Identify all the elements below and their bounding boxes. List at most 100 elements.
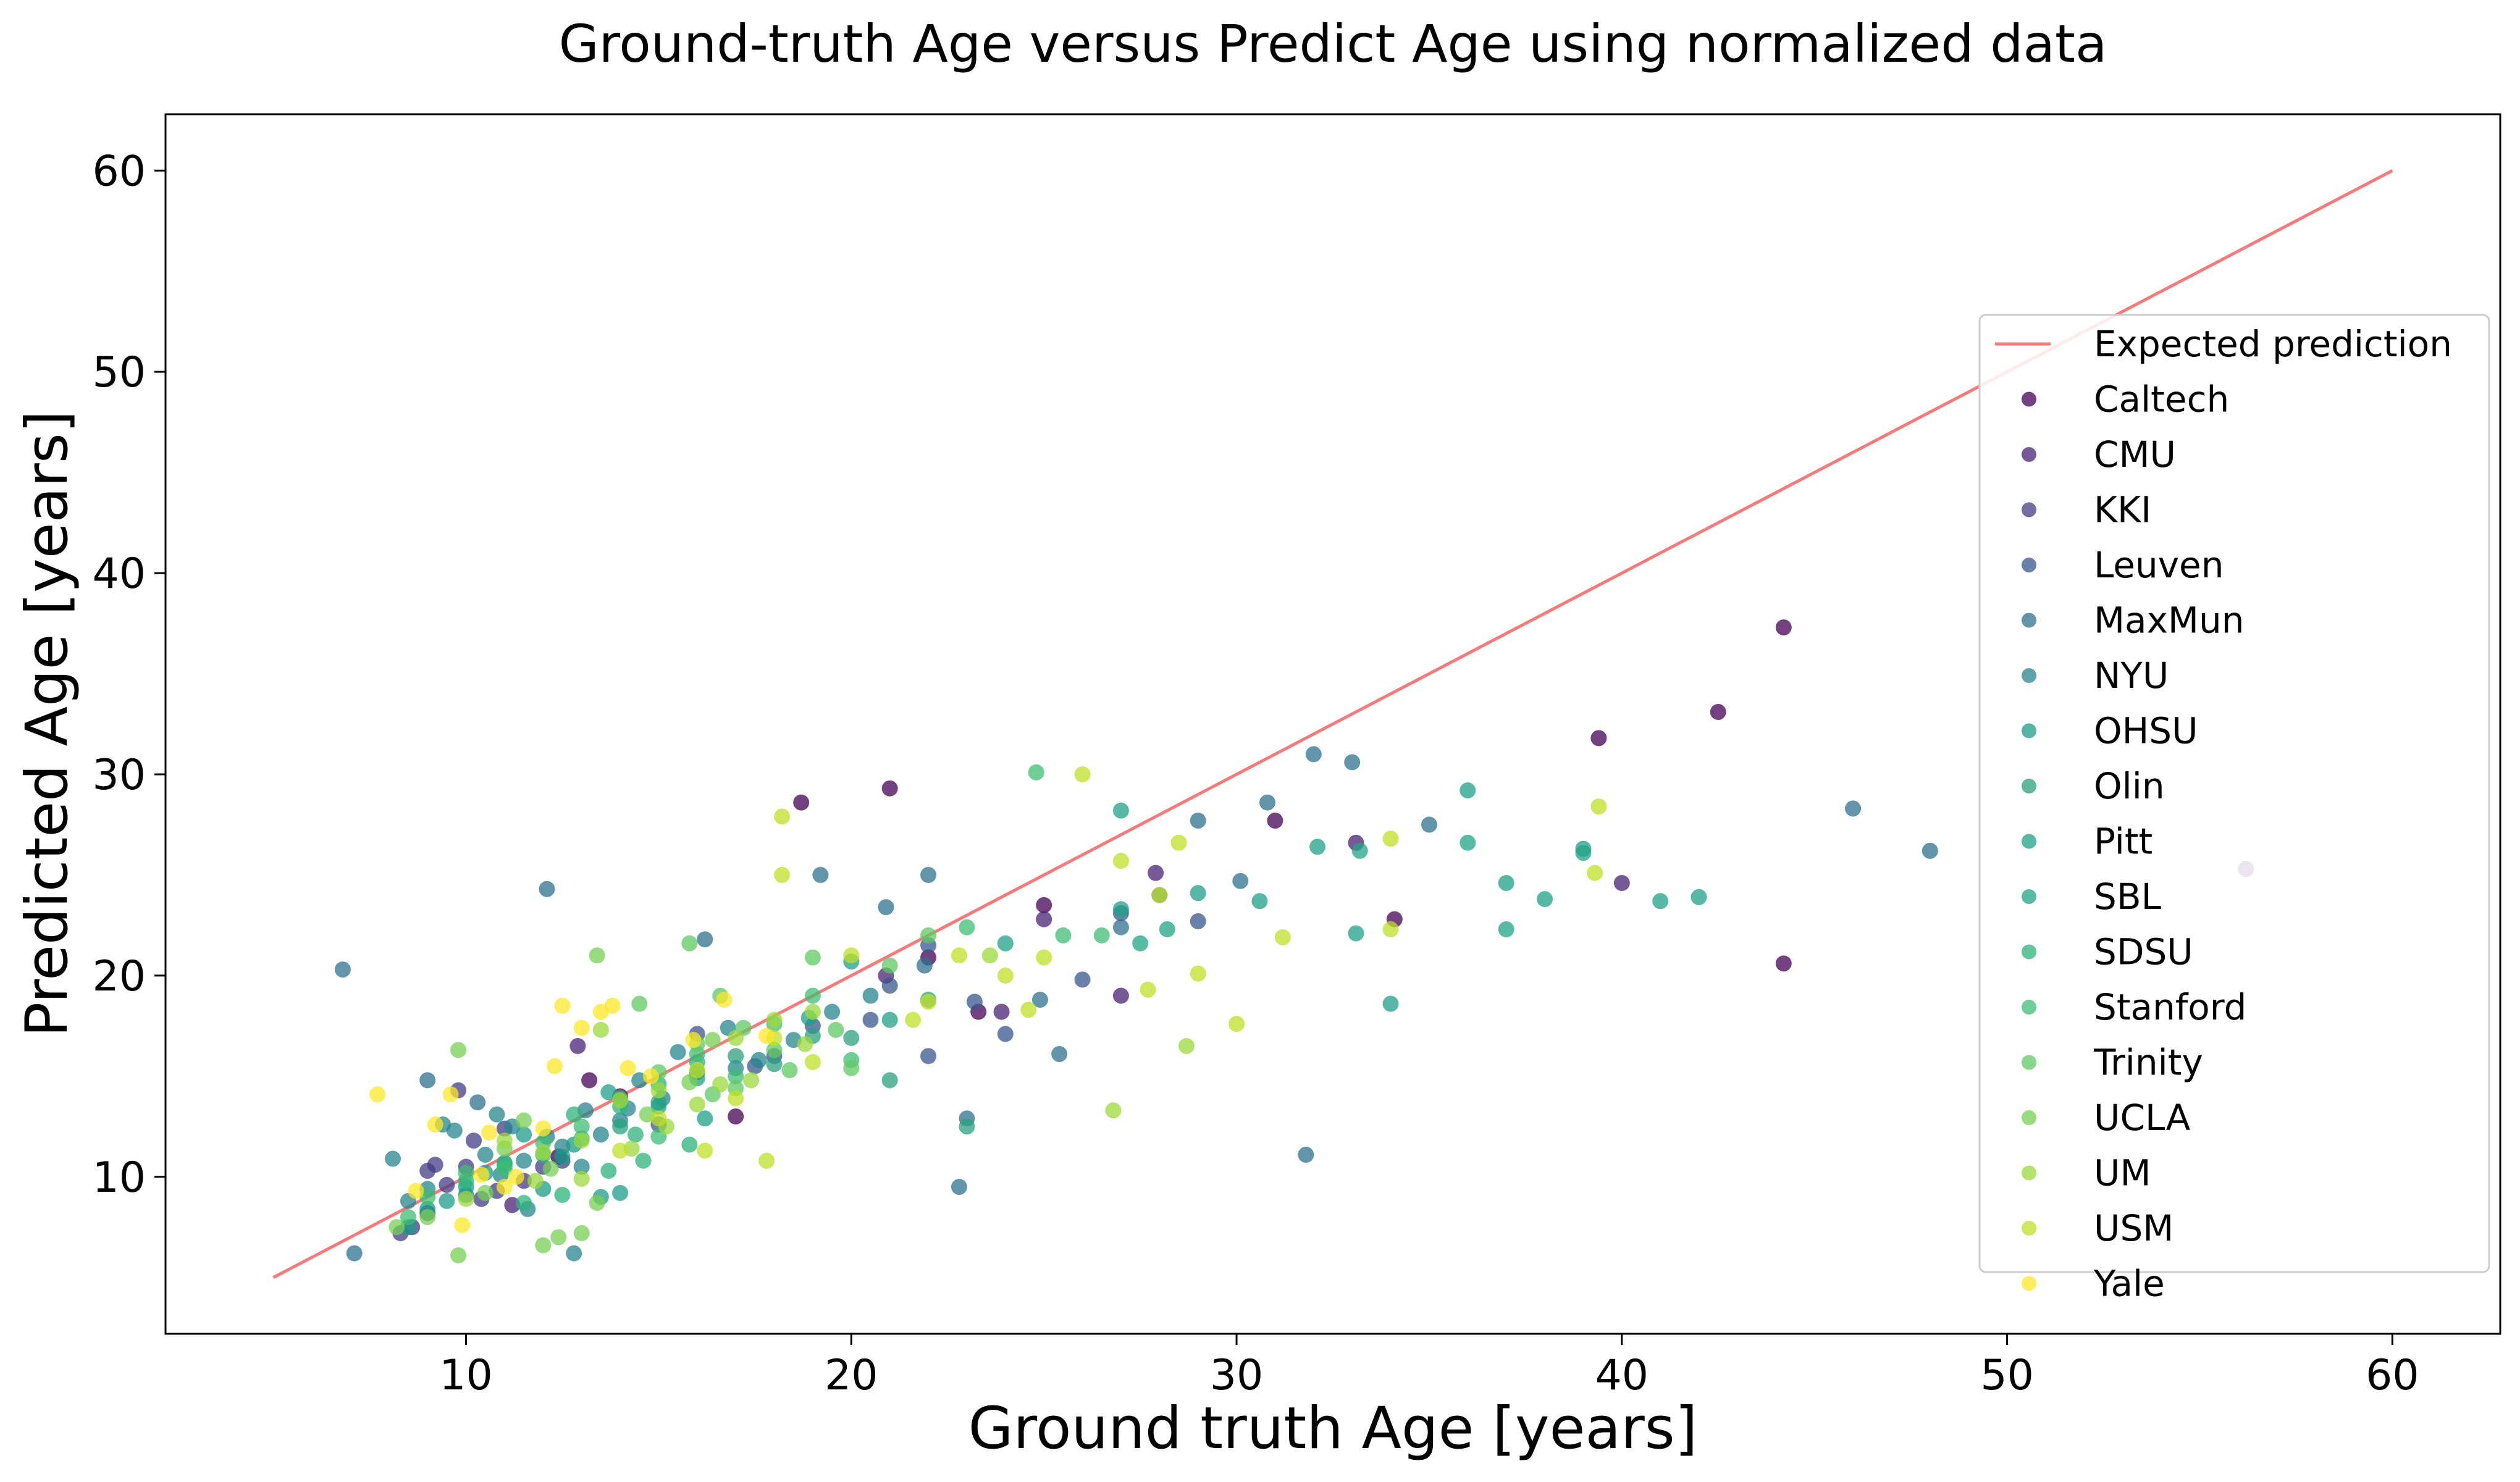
legend-item-maxmun: MaxMun bbox=[2022, 600, 2244, 642]
data-point bbox=[554, 1149, 571, 1165]
legend-item-trinity: Trinity bbox=[2022, 1042, 2203, 1084]
data-point bbox=[612, 1184, 629, 1201]
legend-label: UCLA bbox=[2094, 1097, 2191, 1139]
data-point bbox=[881, 957, 898, 974]
data-point bbox=[477, 1184, 494, 1201]
data-point bbox=[1590, 730, 1607, 747]
data-point bbox=[881, 1072, 898, 1089]
data-point bbox=[1159, 921, 1175, 937]
data-point bbox=[1382, 995, 1399, 1012]
data-point bbox=[1036, 897, 1052, 913]
data-point bbox=[1348, 925, 1364, 942]
series-yale bbox=[369, 991, 775, 1234]
data-point bbox=[450, 1247, 467, 1263]
legend-marker bbox=[2022, 558, 2036, 572]
data-point bbox=[369, 1086, 386, 1103]
data-point bbox=[728, 1108, 744, 1125]
data-point bbox=[1140, 981, 1156, 998]
data-point bbox=[1309, 839, 1326, 855]
legend-label: OHSU bbox=[2094, 710, 2198, 752]
data-point bbox=[689, 1062, 705, 1079]
legend-marker bbox=[2022, 447, 2036, 462]
data-point bbox=[670, 1044, 686, 1060]
data-point bbox=[1613, 874, 1630, 891]
legend-item-expected-prediction: Expected prediction bbox=[1995, 323, 2452, 365]
legend-item-olin: Olin bbox=[2022, 765, 2165, 807]
legend-marker bbox=[2022, 834, 2036, 849]
data-point bbox=[604, 997, 621, 1014]
data-point bbox=[758, 1152, 775, 1169]
data-point bbox=[650, 1082, 667, 1099]
legend-item-nyu: NYU bbox=[2022, 655, 2169, 697]
data-point bbox=[566, 1245, 582, 1262]
legend-marker bbox=[2022, 668, 2036, 683]
data-point bbox=[1460, 782, 1476, 799]
data-point bbox=[612, 1118, 629, 1135]
data-point bbox=[1351, 842, 1368, 859]
data-point bbox=[1274, 929, 1291, 945]
plot-frame bbox=[164, 113, 2501, 1335]
data-point bbox=[516, 1152, 532, 1169]
data-point bbox=[1690, 889, 1707, 905]
data-point bbox=[920, 994, 937, 1010]
data-point bbox=[458, 1165, 474, 1181]
data-point bbox=[535, 1237, 552, 1254]
data-point bbox=[981, 947, 998, 964]
data-point bbox=[1382, 831, 1399, 847]
data-point bbox=[804, 949, 821, 966]
data-point bbox=[1710, 703, 1726, 720]
data-point bbox=[573, 1158, 590, 1175]
data-point bbox=[1020, 1002, 1037, 1018]
data-point bbox=[685, 1032, 702, 1049]
legend-marker bbox=[2022, 613, 2036, 628]
data-point bbox=[966, 994, 983, 1010]
data-point bbox=[419, 1072, 436, 1089]
data-point bbox=[547, 1058, 563, 1074]
data-point bbox=[728, 1068, 744, 1084]
data-point bbox=[346, 1245, 363, 1262]
legend-item-ohsu: OHSU bbox=[2022, 710, 2198, 752]
data-point bbox=[766, 1056, 783, 1073]
data-point bbox=[600, 1163, 617, 1179]
data-point bbox=[539, 881, 555, 897]
data-point bbox=[1028, 764, 1044, 781]
data-point bbox=[1382, 921, 1399, 937]
data-point bbox=[993, 1003, 1010, 1020]
series-sbl bbox=[1132, 834, 1592, 952]
legend-label: NYU bbox=[2094, 655, 2169, 697]
data-point bbox=[959, 919, 975, 936]
y-tick-label: 40 bbox=[92, 550, 146, 598]
data-point bbox=[1074, 766, 1091, 782]
data-point bbox=[1036, 911, 1052, 927]
data-point bbox=[589, 1195, 605, 1212]
data-point bbox=[635, 1152, 652, 1169]
y-tick-label: 20 bbox=[92, 952, 146, 1001]
legend-item-leuven: Leuven bbox=[2022, 544, 2224, 586]
legend-marker bbox=[2022, 1000, 2036, 1015]
data-point bbox=[681, 1074, 698, 1091]
legend-marker bbox=[2022, 779, 2036, 793]
data-point bbox=[1267, 812, 1283, 829]
data-point bbox=[766, 1011, 783, 1028]
legend-items: Expected prediction Caltech CMU KKI Leuven Ma… bbox=[1995, 323, 2452, 1305]
legend-marker bbox=[2022, 944, 2036, 960]
data-point bbox=[592, 1126, 609, 1143]
data-point bbox=[1228, 1016, 1245, 1032]
data-point bbox=[804, 1003, 821, 1020]
legend-label: Caltech bbox=[2094, 379, 2229, 421]
data-point bbox=[439, 1192, 455, 1209]
data-point bbox=[681, 935, 698, 952]
data-point bbox=[516, 1195, 532, 1212]
data-point bbox=[1112, 802, 1129, 819]
data-point bbox=[542, 1160, 559, 1177]
data-point bbox=[569, 1037, 586, 1054]
legend-label: Olin bbox=[2094, 765, 2165, 807]
data-point bbox=[1652, 893, 1669, 910]
data-point bbox=[496, 1132, 513, 1149]
data-point bbox=[881, 978, 898, 994]
legend-item-sdsu: SDSU bbox=[2022, 931, 2193, 973]
data-point bbox=[1112, 901, 1129, 918]
legend-label: Stanford bbox=[2094, 986, 2246, 1028]
data-point bbox=[1112, 987, 1129, 1004]
